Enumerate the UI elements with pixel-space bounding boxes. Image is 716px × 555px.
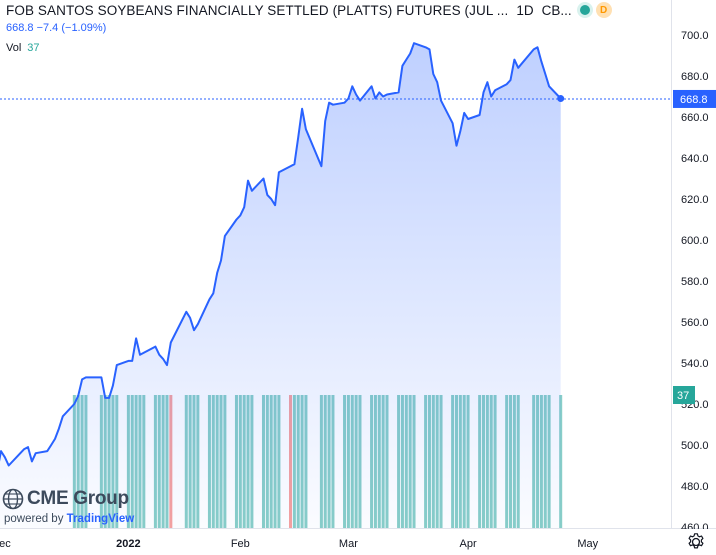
y-tick-label: 580.0 — [681, 276, 709, 288]
exchange-label: CB... — [541, 2, 572, 18]
volume-value: 37 — [27, 42, 40, 54]
interval-label[interactable]: 1D — [516, 2, 534, 18]
x-tick-label: May — [577, 538, 598, 550]
title-row: FOB SANTOS SOYBEANS FINANCIALLY SETTLED … — [6, 0, 671, 20]
volume-tag — [673, 386, 695, 404]
last-price-dot — [557, 95, 565, 103]
x-tick-label: 2022 — [116, 538, 140, 550]
y-tick-label: 500.0 — [681, 440, 709, 452]
powered-by-text: powered by TradingView — [2, 513, 134, 525]
price-axis-bg — [672, 0, 716, 528]
cme-watermark[interactable]: CME Group powered by TradingView — [2, 486, 134, 525]
volume-legend: Vol 37 — [6, 39, 671, 57]
price-axis[interactable]: 460.0480.0500.0520.0540.0560.0580.0600.0… — [672, 0, 716, 534]
y-tick-label: 680.0 — [681, 71, 709, 83]
last-price-tag-label: 668.8 — [680, 94, 708, 106]
time-axis[interactable]: Dec 2022 Feb Mar Apr May — [0, 529, 716, 555]
delayed-data-badge[interactable]: D — [595, 2, 612, 18]
volume-tag-label: 37 — [677, 390, 689, 402]
powered-by-label: powered by — [4, 513, 64, 525]
y-tick-label: 600.0 — [681, 235, 709, 247]
x-tick-label: Dec — [0, 538, 11, 550]
price-change-line: 668.8 −7.4 (−1.09%) — [6, 22, 107, 34]
price-area — [0, 43, 561, 528]
y-tick-label: 620.0 — [681, 194, 709, 206]
y-tick-label: 660.0 — [681, 112, 709, 124]
cme-globe-icon — [2, 488, 24, 510]
y-tick-label: 540.0 — [681, 358, 709, 370]
y-tick-label: 640.0 — [681, 153, 709, 165]
y-tick-label: 480.0 — [681, 481, 709, 493]
x-tick-label: Feb — [231, 538, 250, 550]
cme-group-logo-text: CME Group — [27, 488, 129, 509]
price-line — [0, 42, 562, 467]
axis-tags: 668.8 37 — [673, 89, 716, 404]
gear-icon[interactable] — [686, 532, 706, 552]
chart-legend: FOB SANTOS SOYBEANS FINANCIALLY SETTLED … — [6, 0, 671, 57]
y-tick-label: 700.0 — [681, 30, 709, 42]
tradingview-link[interactable]: TradingView — [66, 513, 135, 525]
x-tick-label: Apr — [459, 538, 476, 550]
x-tick-label: Mar — [339, 538, 358, 550]
symbol-title[interactable]: FOB SANTOS SOYBEANS FINANCIALLY SETTLED … — [6, 2, 509, 18]
volume-label: Vol — [6, 42, 22, 54]
y-tick-label: 560.0 — [681, 317, 709, 329]
time-axis-bg — [0, 529, 716, 555]
last-price-tag — [673, 89, 716, 108]
market-status-icon[interactable] — [579, 5, 590, 15]
